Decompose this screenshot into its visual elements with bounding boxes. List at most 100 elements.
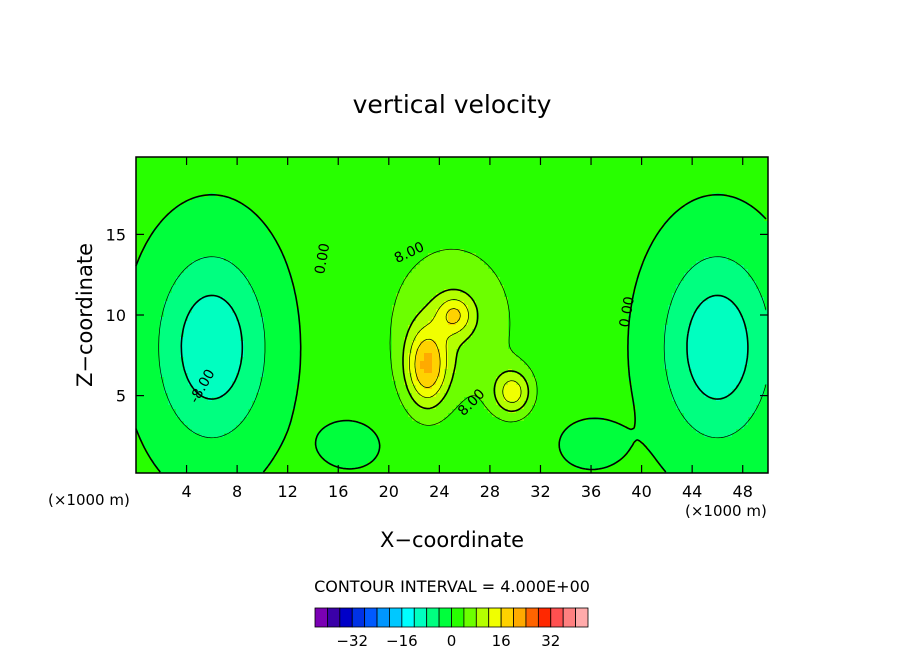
field-cell <box>524 249 529 254</box>
field-cell <box>192 273 197 278</box>
field-cell <box>200 261 205 266</box>
field-cell <box>200 273 205 278</box>
field-cell <box>416 249 421 254</box>
field-cell <box>256 177 261 182</box>
field-cell <box>380 265 385 270</box>
field-cell <box>264 265 269 270</box>
field-cell <box>344 181 349 186</box>
field-cell <box>400 261 405 266</box>
field-cell <box>308 265 313 270</box>
field-cell <box>464 277 469 282</box>
field-cell <box>532 181 537 186</box>
field-cell <box>744 221 749 226</box>
field-cell <box>228 173 233 178</box>
field-cell <box>272 157 277 162</box>
field-cell <box>292 189 297 194</box>
field-cell <box>404 157 409 162</box>
field-cell <box>460 157 465 162</box>
field-cell <box>164 233 169 238</box>
field-cell <box>388 277 393 282</box>
field-cell <box>192 253 197 258</box>
field-cell <box>764 205 769 210</box>
field-cell <box>444 253 449 258</box>
field-cell <box>516 173 521 178</box>
field-cell <box>172 265 177 270</box>
field-cell <box>140 181 145 186</box>
field-cell <box>196 165 201 170</box>
field-cell <box>544 245 549 250</box>
field-cell <box>148 241 153 246</box>
field-cell <box>524 233 529 238</box>
field-cell <box>328 181 333 186</box>
field-cell <box>516 209 521 214</box>
field-cell <box>536 269 541 274</box>
field-cell <box>596 177 601 182</box>
field-cell <box>252 221 257 226</box>
field-cell <box>432 269 437 274</box>
field-cell <box>676 165 681 170</box>
field-cell <box>708 277 713 282</box>
field-cell <box>712 161 717 166</box>
field-cell <box>448 225 453 230</box>
field-cell <box>444 221 449 226</box>
field-cell <box>208 181 213 186</box>
field-cell <box>492 197 497 202</box>
field-cell <box>604 193 609 198</box>
field-cell <box>604 249 609 254</box>
field-cell <box>312 229 317 234</box>
field-cell <box>284 193 289 198</box>
field-cell <box>484 157 489 162</box>
field-cell <box>744 161 749 166</box>
field-cell <box>192 229 197 234</box>
field-cell <box>476 157 481 162</box>
field-cell <box>452 273 457 278</box>
field-cell <box>448 189 453 194</box>
field-cell <box>708 233 713 238</box>
field-cell <box>300 281 305 286</box>
field-cell <box>744 197 749 202</box>
field-cell <box>736 165 741 170</box>
field-cell <box>692 217 697 222</box>
field-cell <box>476 241 481 246</box>
field-cell <box>320 165 325 170</box>
field-cell <box>516 197 521 202</box>
field-cell <box>600 277 605 282</box>
field-cell <box>388 161 393 166</box>
field-cell <box>328 237 333 242</box>
field-cell <box>288 261 293 266</box>
field-cell <box>404 277 409 282</box>
field-cell <box>592 233 597 238</box>
field-cell <box>460 181 465 186</box>
field-cell <box>368 197 373 202</box>
field-cell <box>756 181 761 186</box>
field-cell <box>224 193 229 198</box>
field-cell <box>284 161 289 166</box>
field-cell <box>648 185 653 190</box>
field-cell <box>364 233 369 238</box>
field-cell <box>168 189 173 194</box>
field-cell <box>368 173 373 178</box>
field-cell <box>144 169 149 174</box>
field-cell <box>356 181 361 186</box>
field-cell <box>544 173 549 178</box>
field-cell <box>640 237 645 242</box>
field-cell <box>176 189 181 194</box>
field-cell <box>520 205 525 210</box>
field-cell <box>736 193 741 198</box>
field-cell <box>528 157 533 162</box>
field-cell <box>368 277 373 282</box>
field-cell <box>664 189 669 194</box>
field-cell <box>244 213 249 218</box>
field-cell <box>636 229 641 234</box>
field-cell <box>420 165 425 170</box>
field-cell <box>364 217 369 222</box>
field-cell <box>712 233 717 238</box>
field-cell <box>224 165 229 170</box>
field-cell <box>356 197 361 202</box>
field-cell <box>500 261 505 266</box>
field-cell <box>540 273 545 278</box>
field-cell <box>324 257 329 262</box>
field-cell <box>620 169 625 174</box>
field-cell <box>624 265 629 270</box>
field-cell <box>532 245 537 250</box>
